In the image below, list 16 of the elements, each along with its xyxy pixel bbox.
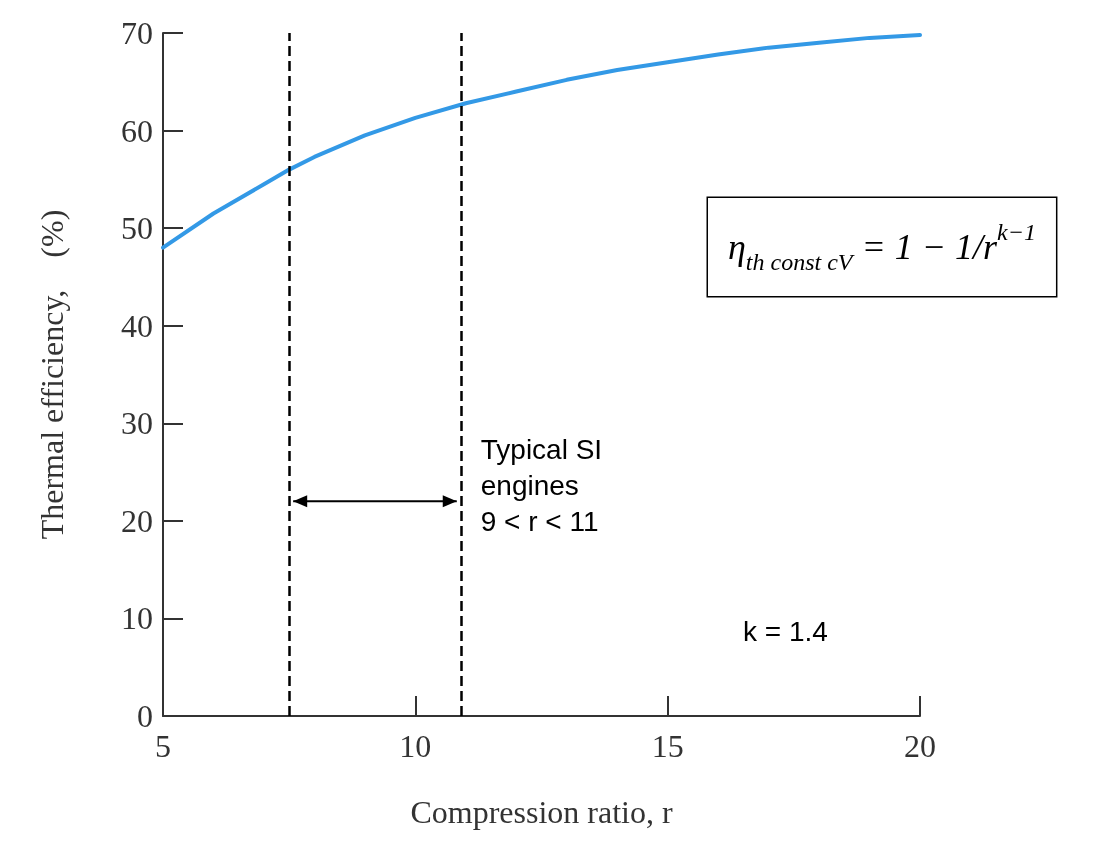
- y-tick-label: 20: [121, 502, 153, 539]
- y-tick-label: 70: [121, 15, 153, 51]
- x-tick-label: 20: [904, 728, 936, 764]
- y-tick-label: 10: [121, 600, 153, 637]
- y-axis-title: Thermal efficiency, (%): [34, 209, 70, 540]
- annotation: k = 1.4: [743, 615, 828, 647]
- x-axis-title: Compression ratio, r: [410, 794, 673, 830]
- y-tick-label: 60: [121, 112, 153, 149]
- y-tick-label: 0: [137, 698, 153, 734]
- y-tick-label: 50: [121, 210, 153, 247]
- y-tick-label: 40: [121, 307, 153, 344]
- x-tick-label: 15: [651, 728, 684, 764]
- x-tick-label: 10: [399, 728, 432, 764]
- y-tick-label: 30: [121, 405, 153, 442]
- x-tick-label: 5: [155, 728, 171, 764]
- annotation: Typical SI engines 9 < r < 11: [480, 433, 603, 537]
